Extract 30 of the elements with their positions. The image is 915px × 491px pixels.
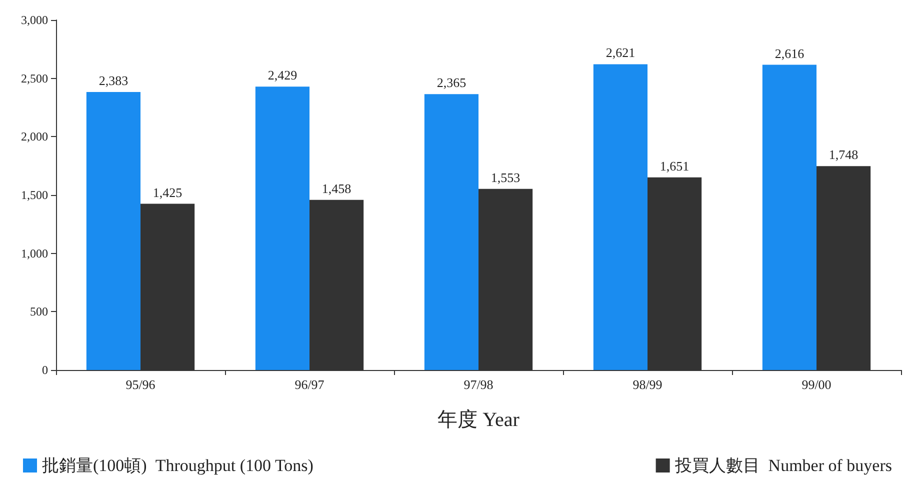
x-tick-label: 95/96 <box>126 377 156 392</box>
data-label: 2,365 <box>436 75 466 90</box>
x-tick-label: 97/98 <box>464 377 494 392</box>
bar <box>424 94 478 370</box>
data-label: 2,616 <box>774 46 805 61</box>
legend-label: 投買人數目 Number of buyers <box>674 456 892 475</box>
data-label: 2,621 <box>606 45 636 60</box>
y-tick-label: 0 <box>42 363 48 377</box>
data-label: 1,651 <box>660 158 690 174</box>
x-axis-title: 年度 Year <box>438 409 520 431</box>
data-label: 1,748 <box>828 147 858 162</box>
x-tick-label: 96/97 <box>294 377 325 392</box>
y-tick-label: 1,500 <box>21 188 48 202</box>
data-label: 1,458 <box>322 180 352 196</box>
data-label: 1,553 <box>490 170 520 185</box>
bar <box>593 64 648 370</box>
bar <box>255 86 310 370</box>
data-label: 1,425 <box>152 184 182 200</box>
y-tick-label: 3,000 <box>21 13 48 27</box>
data-label: 2,429 <box>268 68 298 83</box>
x-tick-label: 99/00 <box>802 377 832 392</box>
y-tick-label: 1,000 <box>21 246 48 260</box>
y-tick-label: 2,500 <box>21 71 48 86</box>
x-tick-label: 98/99 <box>632 377 662 392</box>
bar <box>762 64 816 370</box>
y-tick-label: 500 <box>30 304 48 319</box>
bar <box>86 92 140 370</box>
y-tick-label: 2,000 <box>21 130 48 144</box>
legend-label: 批銷量(100頓) Throughput (100 Tons) <box>42 456 314 475</box>
data-label: 2,383 <box>98 72 128 88</box>
